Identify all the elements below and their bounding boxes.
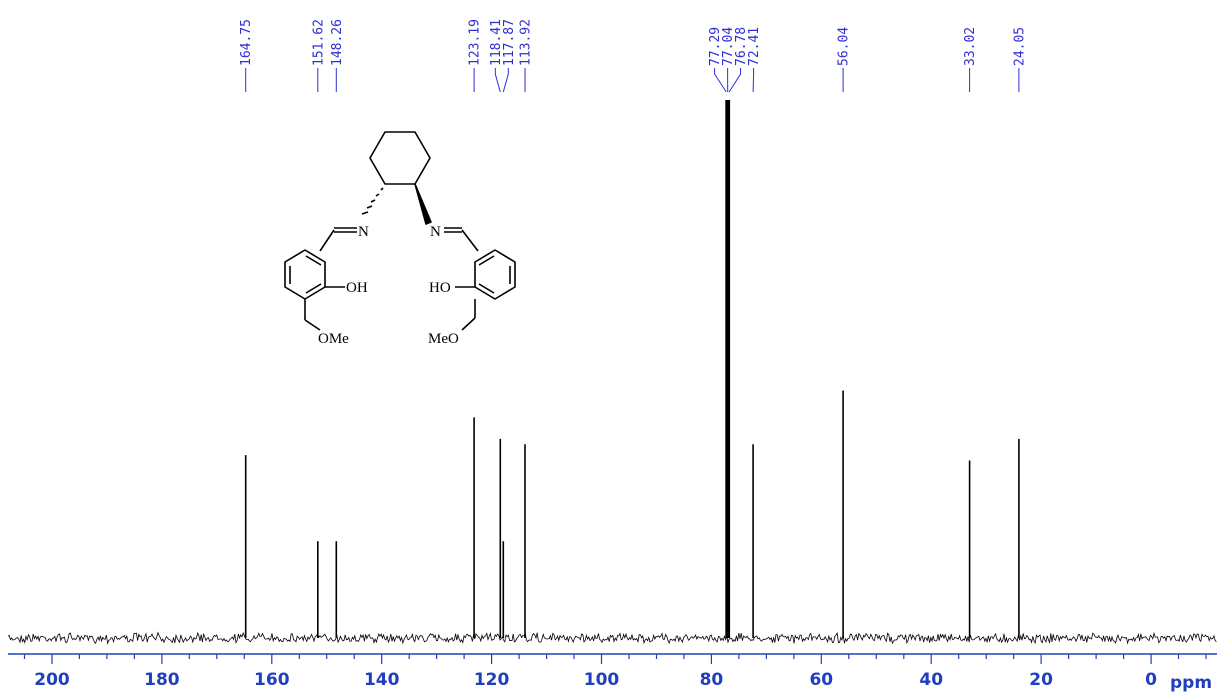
cyclohexane-ring (370, 132, 430, 184)
x-tick-label: 80 (700, 670, 724, 690)
right-meo-label: MeO (428, 331, 459, 347)
x-tick-label: 180 (144, 670, 180, 690)
x-axis-unit-label: ppm (1170, 673, 1212, 692)
right-benzene-ring (475, 250, 515, 299)
x-tick-label: 200 (34, 670, 70, 690)
peak-label-connector (729, 68, 741, 92)
x-tick-label: 120 (474, 670, 510, 690)
x-tick-label: 0 (1145, 670, 1157, 690)
left-ome-bond (305, 320, 320, 330)
peak-label: 164.75 (239, 19, 254, 66)
right-wedge-bond (415, 184, 431, 224)
peak-label: 151.62 (311, 19, 326, 66)
peak-label: 148.26 (330, 19, 345, 66)
x-tick-label: 20 (1029, 670, 1053, 690)
spectrum-peaks (246, 100, 1019, 638)
baseline-noise-trace (8, 633, 1216, 644)
peak-label: 56.04 (837, 27, 852, 66)
peak-label-connector (503, 68, 508, 92)
x-tick-label: 160 (254, 670, 290, 690)
left-ome-label: OMe (318, 331, 349, 347)
peak-label: 33.02 (963, 27, 978, 66)
left-n-label: N (358, 224, 369, 240)
x-tick-label: 60 (809, 670, 833, 690)
peak-label-connector (753, 68, 754, 92)
peak-label: 24.05 (1012, 27, 1027, 66)
peak-label: 72.41 (747, 27, 762, 66)
right-n-label: N (430, 224, 441, 240)
left-hashed-bond (362, 188, 383, 214)
x-tick-label: 140 (364, 670, 400, 690)
x-tick-label: 100 (584, 670, 620, 690)
peak-label: 113.92 (519, 19, 534, 66)
left-oh-label: OH (346, 280, 368, 296)
peak-label: 117.87 (502, 19, 517, 66)
baseline-noise (8, 633, 1216, 644)
peak-label: 123.19 (468, 19, 483, 66)
right-ho-label: HO (429, 280, 451, 296)
left-benzene-ring (285, 250, 325, 299)
molecular-structure (285, 132, 515, 330)
peak-label-connector (495, 68, 500, 92)
peak-label-connector (715, 68, 727, 92)
right-meo-bond (462, 318, 475, 330)
x-tick-label: 40 (919, 670, 943, 690)
